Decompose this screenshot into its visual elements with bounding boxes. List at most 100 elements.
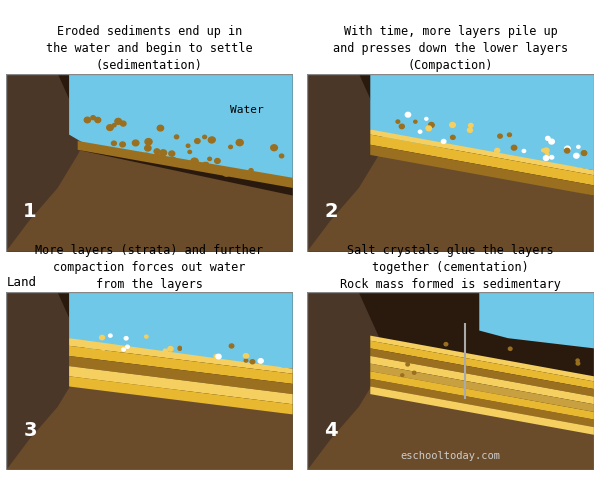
Circle shape (498, 135, 502, 139)
Circle shape (122, 348, 125, 351)
Circle shape (188, 151, 191, 154)
Circle shape (425, 118, 428, 121)
Polygon shape (6, 74, 293, 252)
Polygon shape (370, 356, 594, 405)
Circle shape (95, 118, 101, 123)
Circle shape (396, 120, 400, 124)
Polygon shape (6, 74, 86, 252)
Polygon shape (69, 376, 293, 415)
Circle shape (104, 149, 110, 155)
Circle shape (406, 363, 409, 366)
Circle shape (565, 147, 570, 152)
Polygon shape (69, 346, 293, 384)
Circle shape (210, 138, 215, 143)
Polygon shape (307, 74, 594, 252)
Circle shape (426, 127, 431, 132)
Circle shape (400, 125, 404, 130)
Circle shape (112, 142, 116, 146)
Circle shape (191, 159, 198, 165)
Polygon shape (69, 293, 293, 369)
Circle shape (91, 117, 95, 120)
Circle shape (401, 374, 404, 377)
Circle shape (123, 153, 127, 157)
Circle shape (208, 158, 211, 161)
Circle shape (544, 149, 549, 154)
Polygon shape (6, 293, 86, 470)
Circle shape (154, 155, 161, 161)
Circle shape (112, 124, 116, 128)
Circle shape (577, 146, 580, 149)
Polygon shape (6, 293, 293, 470)
Polygon shape (370, 348, 594, 397)
Circle shape (143, 154, 149, 159)
Circle shape (109, 335, 112, 337)
Polygon shape (6, 293, 293, 470)
Polygon shape (69, 356, 293, 394)
Circle shape (244, 359, 248, 362)
Text: 3: 3 (23, 420, 37, 439)
Circle shape (508, 134, 511, 137)
Circle shape (169, 152, 175, 157)
Circle shape (203, 136, 206, 139)
Text: Land: Land (7, 275, 37, 288)
Circle shape (115, 119, 122, 125)
Circle shape (546, 154, 549, 156)
Circle shape (129, 153, 134, 157)
Circle shape (545, 137, 550, 141)
Circle shape (229, 344, 234, 348)
Circle shape (450, 123, 455, 128)
Circle shape (271, 145, 277, 151)
Circle shape (469, 124, 473, 128)
Circle shape (216, 355, 221, 359)
Circle shape (203, 163, 207, 167)
Circle shape (550, 156, 554, 160)
Polygon shape (370, 372, 594, 420)
Circle shape (208, 138, 215, 144)
Circle shape (473, 369, 477, 372)
Circle shape (280, 155, 284, 158)
Circle shape (214, 355, 218, 359)
Circle shape (170, 158, 176, 163)
Polygon shape (370, 336, 594, 382)
Circle shape (84, 118, 91, 123)
Circle shape (414, 121, 417, 124)
Text: Water: Water (230, 105, 264, 115)
Circle shape (163, 349, 167, 353)
Circle shape (215, 159, 220, 164)
Text: Salt crystals glue the layers
together (cementation)
Rock mass formed is sedimen: Salt crystals glue the layers together (… (340, 243, 561, 290)
Polygon shape (6, 74, 293, 252)
Circle shape (574, 154, 579, 159)
Polygon shape (370, 364, 594, 412)
Text: With time, more layers pile up
and presses down the lower layers
(Compaction): With time, more layers pile up and press… (333, 25, 568, 72)
Circle shape (178, 348, 181, 350)
Circle shape (236, 140, 243, 146)
Polygon shape (370, 341, 594, 389)
Polygon shape (370, 74, 594, 171)
Polygon shape (78, 142, 293, 189)
Circle shape (495, 149, 500, 154)
Circle shape (205, 163, 208, 167)
Circle shape (175, 136, 179, 140)
Circle shape (406, 113, 410, 118)
Circle shape (120, 143, 125, 147)
Circle shape (178, 347, 181, 349)
Circle shape (245, 355, 249, 358)
Polygon shape (307, 74, 594, 252)
Text: 4: 4 (325, 420, 338, 439)
Circle shape (100, 336, 104, 340)
Circle shape (102, 348, 106, 350)
Circle shape (121, 122, 126, 127)
Circle shape (126, 346, 129, 348)
Text: More layers (strata) and further
compaction forces out water
from the layers: More layers (strata) and further compact… (35, 243, 263, 290)
Polygon shape (307, 293, 594, 470)
Text: eschooltoday.com: eschooltoday.com (401, 450, 500, 460)
Circle shape (576, 362, 580, 365)
Circle shape (157, 126, 164, 132)
Circle shape (186, 145, 190, 148)
Polygon shape (370, 379, 594, 427)
Polygon shape (370, 130, 594, 176)
Circle shape (511, 146, 517, 151)
Text: Eroded sediments end up in
the water and begin to settle
(sedimentation): Eroded sediments end up in the water and… (46, 25, 253, 72)
Circle shape (258, 359, 263, 363)
Circle shape (244, 354, 248, 358)
